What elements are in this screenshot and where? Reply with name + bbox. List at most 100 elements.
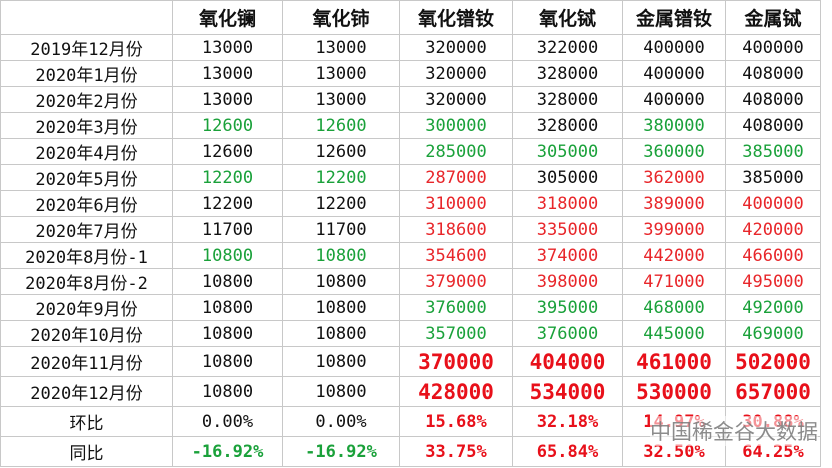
data-row: 2020年6月份 12200 12200 310000 318000 389000 4000… <box>0 190 821 217</box>
value-cell: 12600 <box>172 112 283 139</box>
value-cell: 10800 <box>172 268 283 295</box>
value-cell: 10800 <box>282 346 400 377</box>
row-label: 2020年4月份 <box>0 138 173 165</box>
value-cell: 32.18% <box>512 406 623 437</box>
value-cell: 10800 <box>172 346 283 377</box>
value-cell: 400000 <box>622 34 726 61</box>
data-row: 2020年9月份 10800 10800 376000 395000 468000 4920… <box>0 294 821 321</box>
value-cell: 10800 <box>282 376 400 407</box>
header-cell: 氧化铈 <box>282 0 400 35</box>
value-cell: 10800 <box>172 320 283 347</box>
value-cell: 10800 <box>282 320 400 347</box>
value-cell: 12200 <box>282 190 400 217</box>
value-cell: 12200 <box>282 164 400 191</box>
value-cell: 385000 <box>725 138 821 165</box>
value-cell: 471000 <box>622 268 726 295</box>
value-cell: 400000 <box>725 190 821 217</box>
value-cell: 320000 <box>399 60 513 87</box>
row-label: 2020年12月份 <box>0 376 173 407</box>
data-row: 2020年12月份 10800 10800 428000 534000 530000 657… <box>0 376 821 407</box>
header-cell: 金属镨钕 <box>622 0 726 35</box>
value-cell: 13000 <box>282 86 400 113</box>
value-cell: 64.25% <box>725 436 821 467</box>
header-cell: 氧化铽 <box>512 0 623 35</box>
value-cell: 13000 <box>172 34 283 61</box>
value-cell: 442000 <box>622 242 726 269</box>
value-cell: 400000 <box>622 86 726 113</box>
value-cell: 357000 <box>399 320 513 347</box>
value-cell: 380000 <box>622 112 726 139</box>
value-cell: 534000 <box>512 376 623 407</box>
data-row: 2020年3月份 12600 12600 300000 328000 380000 4080… <box>0 112 821 139</box>
row-label: 2020年1月份 <box>0 60 173 87</box>
value-cell: 13000 <box>282 34 400 61</box>
value-cell: 328000 <box>512 60 623 87</box>
value-cell: 287000 <box>399 164 513 191</box>
value-cell: 530000 <box>622 376 726 407</box>
value-cell: 466000 <box>725 242 821 269</box>
value-cell: 300000 <box>399 112 513 139</box>
value-cell: 495000 <box>725 268 821 295</box>
row-label: 2020年10月份 <box>0 320 173 347</box>
value-cell: 10800 <box>172 376 283 407</box>
value-cell: 320000 <box>399 86 513 113</box>
value-cell: 502000 <box>725 346 821 377</box>
row-label: 2020年9月份 <box>0 294 173 321</box>
data-row: 2020年2月份 13000 13000 320000 328000 400000 4080… <box>0 86 821 113</box>
value-cell: 385000 <box>725 164 821 191</box>
value-cell: 13000 <box>282 60 400 87</box>
header-row: 氧化镧 氧化铈 氧化镨钕 氧化铽 金属镨钕 金属铽 <box>0 0 821 35</box>
value-cell: 305000 <box>512 138 623 165</box>
header-cell: 氧化镨钕 <box>399 0 513 35</box>
value-cell: 12600 <box>172 138 283 165</box>
data-row: 2020年4月份 12600 12600 285000 305000 360000 3850… <box>0 138 821 165</box>
row-label: 2020年3月份 <box>0 112 173 139</box>
value-cell: 376000 <box>512 320 623 347</box>
value-cell: 12600 <box>282 138 400 165</box>
value-cell: 335000 <box>512 216 623 243</box>
row-label: 2020年5月份 <box>0 164 173 191</box>
value-cell: 428000 <box>399 376 513 407</box>
row-label: 2019年12月份 <box>0 34 173 61</box>
value-cell: 285000 <box>399 138 513 165</box>
value-cell: -16.92% <box>282 436 400 467</box>
value-cell: 400000 <box>725 34 821 61</box>
value-cell: 15.68% <box>399 406 513 437</box>
value-cell: 10800 <box>172 242 283 269</box>
value-cell: 0.00% <box>282 406 400 437</box>
data-row: 2019年12月份 13000 13000 320000 322000 400000 400… <box>0 34 821 61</box>
value-cell: 305000 <box>512 164 623 191</box>
row-label: 2020年7月份 <box>0 216 173 243</box>
value-cell: 445000 <box>622 320 726 347</box>
data-row: 2020年8月份-2 10800 10800 379000 398000 471000 49… <box>0 268 821 295</box>
value-cell: 320000 <box>399 34 513 61</box>
value-cell: 461000 <box>622 346 726 377</box>
header-cell <box>0 0 173 35</box>
header-cell: 氧化镧 <box>172 0 283 35</box>
row-label: 2020年8月份-2 <box>0 268 173 295</box>
value-cell: 395000 <box>512 294 623 321</box>
value-cell: 13000 <box>172 86 283 113</box>
value-cell: 13000 <box>172 60 283 87</box>
value-cell: 657000 <box>725 376 821 407</box>
data-row: 2020年11月份 10800 10800 370000 404000 461000 502… <box>0 346 821 377</box>
data-row: 2020年5月份 12200 12200 287000 305000 362000 3850… <box>0 164 821 191</box>
value-cell: 379000 <box>399 268 513 295</box>
value-cell: 370000 <box>399 346 513 377</box>
value-cell: 389000 <box>622 190 726 217</box>
row-label: 同比 <box>0 436 173 467</box>
data-row: 2020年8月份-1 10800 10800 354600 374000 442000 46… <box>0 242 821 269</box>
value-cell: 492000 <box>725 294 821 321</box>
watermark: 中国稀金谷大数据 <box>650 416 818 446</box>
value-cell: 408000 <box>725 112 821 139</box>
value-cell: 354600 <box>399 242 513 269</box>
value-cell: 10800 <box>282 242 400 269</box>
value-cell: 12200 <box>172 190 283 217</box>
value-cell: 398000 <box>512 268 623 295</box>
value-cell: 408000 <box>725 86 821 113</box>
value-cell: 65.84% <box>512 436 623 467</box>
value-cell: 12600 <box>282 112 400 139</box>
data-row: 2020年1月份 13000 13000 320000 328000 400000 4080… <box>0 60 821 87</box>
value-cell: 374000 <box>512 242 623 269</box>
